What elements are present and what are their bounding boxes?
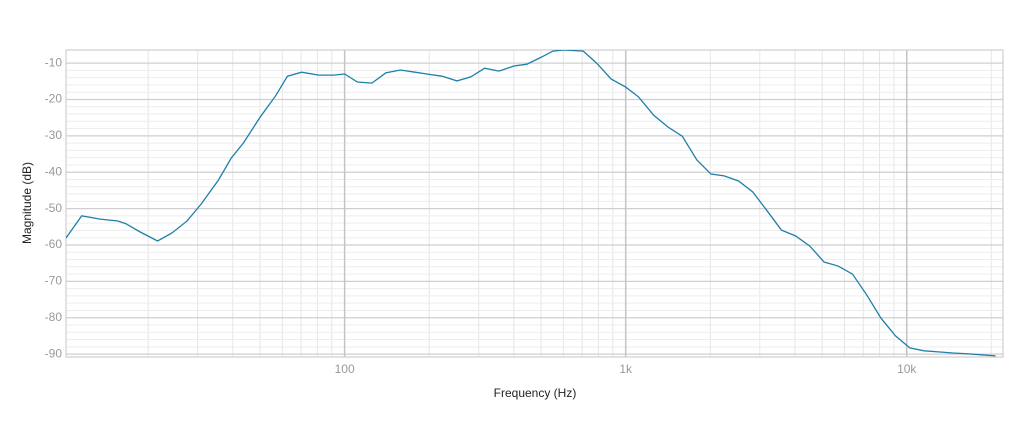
line-series xyxy=(66,50,996,357)
y-tick-label: -70 xyxy=(45,274,63,288)
y-tick-label: -50 xyxy=(45,201,63,215)
y-tick-label: -20 xyxy=(45,92,63,106)
plot-frame xyxy=(65,49,1004,358)
y-tick-label: -60 xyxy=(45,237,63,251)
y-tick-label: -40 xyxy=(45,164,63,178)
x-tick-label: 10k xyxy=(897,362,917,376)
x-tick-label: 100 xyxy=(335,362,355,376)
y-axis-title: Magnitude (dB) xyxy=(20,162,34,244)
x-tick-label: 1k xyxy=(619,362,633,376)
y-tick-label: -80 xyxy=(45,310,63,324)
y-tick-label: -30 xyxy=(45,128,63,142)
y-tick-label: -10 xyxy=(45,55,63,69)
y-tick-label: -90 xyxy=(45,346,63,360)
x-axis-title: Frequency (Hz) xyxy=(494,386,577,400)
